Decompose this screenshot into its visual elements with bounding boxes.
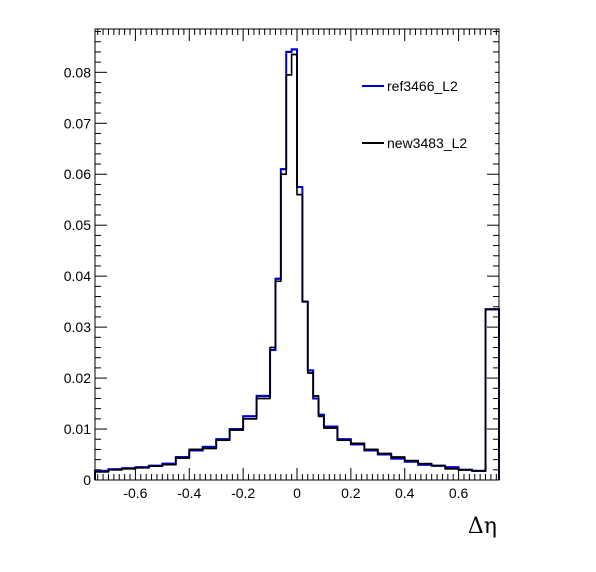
x-axis-ticks	[97, 29, 497, 480]
y-tick-label: 0.08	[64, 64, 91, 80]
y-tick-label: 0.01	[64, 421, 91, 437]
y-tick-label: 0.05	[64, 217, 91, 233]
x-tick-label: 0.2	[341, 485, 361, 501]
x-tick-label: 0	[293, 485, 301, 501]
y-axis-ticks	[95, 31, 499, 481]
y-tick-label: 0.03	[64, 319, 91, 335]
x-axis-label: Δη	[468, 514, 497, 539]
legend-label-ref: ref3466_L2	[387, 78, 458, 94]
x-axis-tick-labels: -0.6 -0.4 -0.2 0 0.2 0.4 0.6	[123, 485, 468, 501]
x-tick-label: 0.6	[449, 485, 469, 501]
y-tick-label: 0.04	[64, 268, 91, 284]
y-axis-tick-labels: 0 0.01 0.02 0.03 0.04 0.05 0.06 0.07 0.08	[64, 64, 91, 488]
series-new	[94, 53, 500, 480]
y-tick-label: 0	[83, 472, 91, 488]
y-tick-label: 0.02	[64, 370, 91, 386]
x-tick-label: -0.6	[123, 485, 147, 501]
series-layer	[94, 48, 500, 480]
x-tick-label: 0.4	[395, 485, 415, 501]
x-tick-label: -0.2	[231, 485, 255, 501]
legend: ref3466_L2 new3483_L2	[355, 60, 495, 160]
y-tick-label: 0.07	[64, 115, 91, 131]
y-tick-label: 0.06	[64, 166, 91, 182]
x-tick-label: -0.4	[177, 485, 201, 501]
legend-label-new: new3483_L2	[387, 135, 467, 151]
